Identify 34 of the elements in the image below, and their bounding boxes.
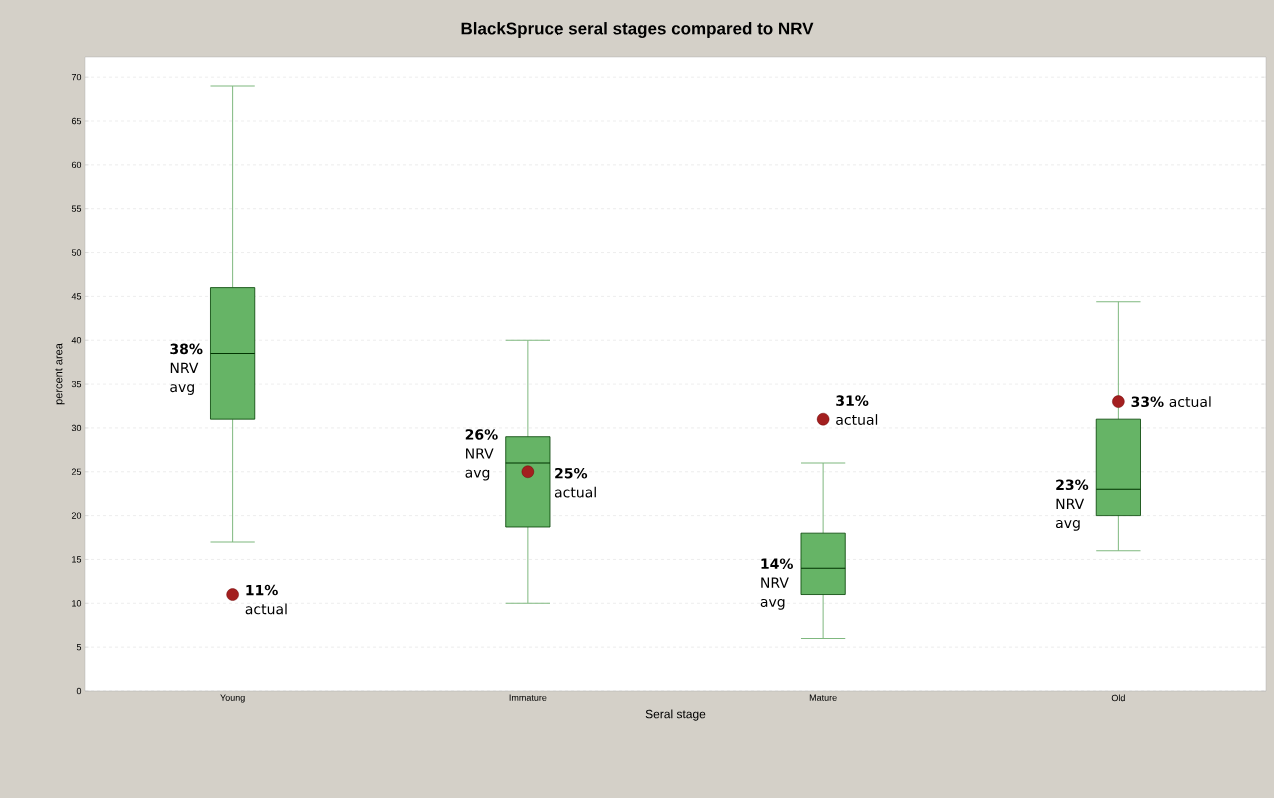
y-tick-label: 0 xyxy=(76,687,82,695)
annotation: 11% actual xyxy=(245,584,287,615)
x-tick-label: Old xyxy=(1111,694,1125,702)
annotation: 26% NRV avg xyxy=(465,429,498,481)
x-axis-title: Seral stage xyxy=(645,709,706,721)
annotation: 38% NRV avg xyxy=(170,343,203,395)
y-tick-label: 5 xyxy=(76,644,82,651)
y-tick-label: 25 xyxy=(71,468,82,475)
x-tick-label: Immature xyxy=(509,694,547,701)
y-tick-label: 20 xyxy=(71,512,82,519)
y-tick-label: 50 xyxy=(71,249,82,256)
y-tick-label: 55 xyxy=(71,205,82,212)
y-tick-label: 60 xyxy=(71,161,82,169)
point xyxy=(816,412,830,426)
y-tick-label: 30 xyxy=(71,424,82,432)
y-tick-label: 70 xyxy=(71,73,82,81)
y-tick-label: 10 xyxy=(72,600,82,607)
annotation: 31% actual xyxy=(836,395,878,425)
x-tick-label: Mature xyxy=(809,694,837,701)
chart-title: BlackSpruce seral stages compared to NRV xyxy=(461,22,814,38)
y-axis-title: percent area xyxy=(55,343,65,405)
point xyxy=(226,588,239,601)
y-tick-label: 15 xyxy=(72,556,82,563)
point xyxy=(1112,395,1125,408)
annotation: 25% actual xyxy=(554,467,596,498)
y-tick-label: 65 xyxy=(71,117,82,125)
y-tick-label: 40 xyxy=(71,337,82,344)
y-tick-label: 35 xyxy=(71,380,82,388)
y-tick-label: 45 xyxy=(71,293,82,300)
annotation: 14% NRV avg xyxy=(760,558,793,610)
annotation: 33% actual xyxy=(1131,396,1211,408)
point xyxy=(521,465,535,478)
annotation: 23% NRV avg xyxy=(1056,479,1089,531)
x-tick-label: Young xyxy=(220,694,245,703)
